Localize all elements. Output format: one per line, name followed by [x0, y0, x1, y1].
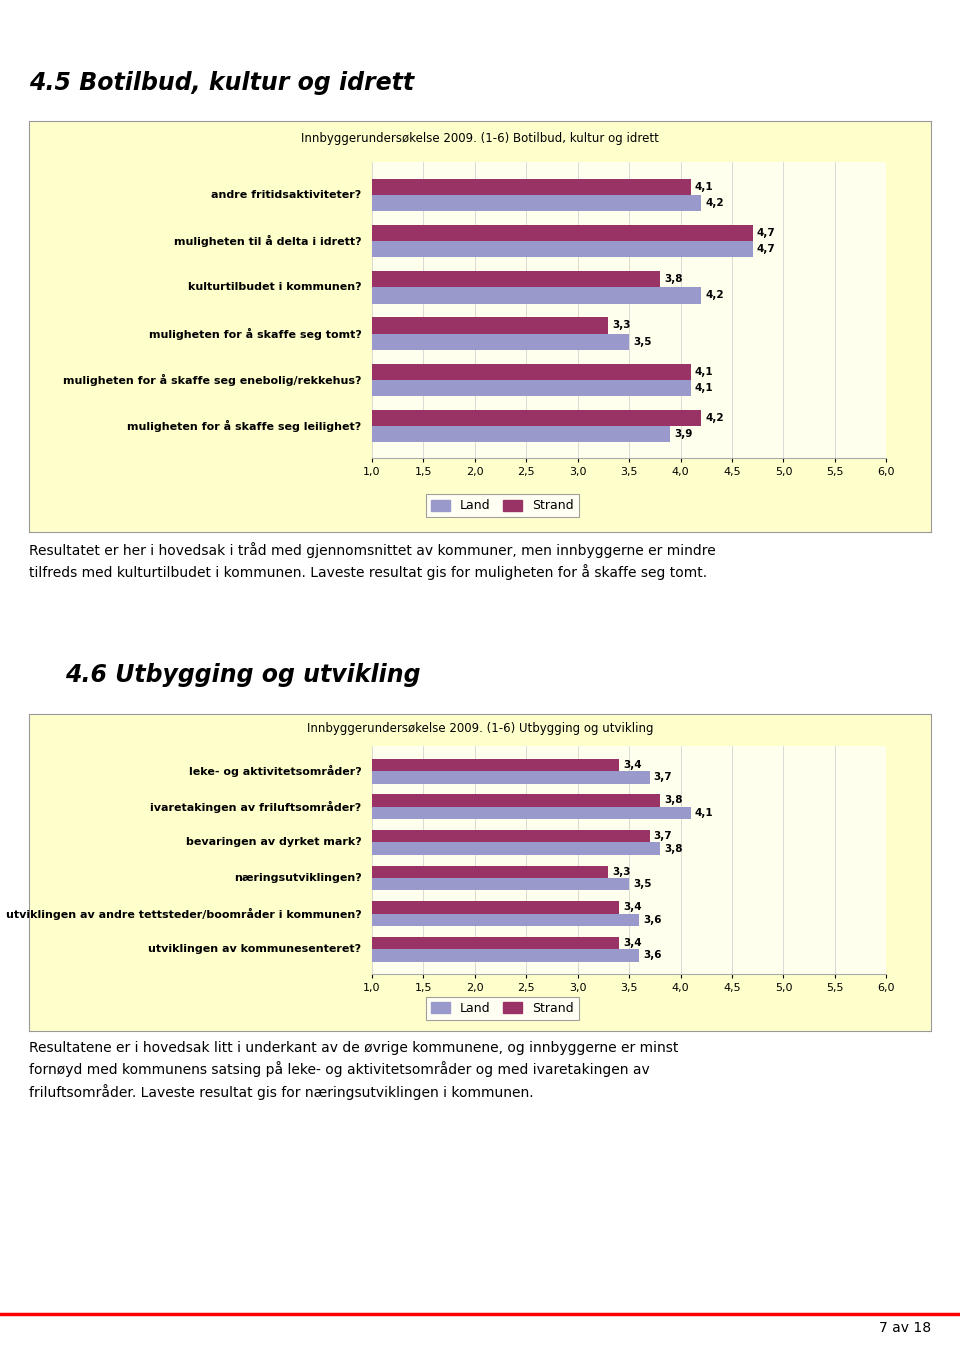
Text: 3,8: 3,8 [664, 274, 683, 284]
Bar [269, 949, 639, 961]
Text: muligheten for å skaffe seg leilighet?: muligheten for å skaffe seg leilighet? [127, 421, 361, 433]
Text: 3,4: 3,4 [623, 760, 641, 770]
Text: Resultatet er her i hovedsak i tråd med gjennomsnittet av kommuner, men innbygge: Resultatet er her i hovedsak i tråd med … [29, 542, 715, 580]
Text: Resultatene er i hovedsak litt i underkant av de øvrige kommunene, og innbyggern: Resultatene er i hovedsak litt i underka… [29, 1041, 678, 1100]
Text: 4,1: 4,1 [695, 807, 713, 818]
Bar [269, 241, 753, 257]
Bar [269, 179, 691, 195]
Bar [269, 794, 660, 806]
Text: 3,6: 3,6 [643, 950, 662, 961]
Text: 3,7: 3,7 [654, 772, 672, 782]
Text: 3,4: 3,4 [623, 902, 641, 913]
Bar [269, 287, 701, 303]
Bar [269, 410, 701, 426]
Legend: Land, Strand: Land, Strand [426, 495, 579, 518]
Bar [269, 842, 660, 855]
Bar [269, 380, 691, 396]
Bar [269, 271, 660, 287]
Text: Innbyggerundersøkelse 2009. (1-6) Botilbud, kultur og idrett: Innbyggerundersøkelse 2009. (1-6) Botilb… [301, 132, 659, 144]
Text: 7 av 18: 7 av 18 [879, 1321, 931, 1335]
Text: 3,8: 3,8 [664, 795, 683, 806]
Text: muligheten til å delta i idrett?: muligheten til å delta i idrett? [174, 235, 361, 247]
Bar [269, 225, 753, 241]
Bar [269, 937, 619, 949]
Bar [269, 830, 650, 842]
Text: 4,2: 4,2 [706, 412, 724, 423]
Text: 4.6 Utbygging og utvikling: 4.6 Utbygging og utvikling [65, 663, 420, 687]
Text: 4,1: 4,1 [695, 383, 713, 392]
Bar [269, 364, 691, 380]
Text: muligheten for å skaffe seg enebolig/rekkehus?: muligheten for å skaffe seg enebolig/rek… [63, 373, 361, 386]
Text: andre fritidsaktiviteter?: andre fritidsaktiviteter? [211, 190, 361, 200]
Text: 3,7: 3,7 [654, 832, 672, 841]
Text: 3,5: 3,5 [634, 337, 652, 346]
Text: 4,2: 4,2 [706, 198, 724, 208]
Text: 4.5 Botilbud, kultur og idrett: 4.5 Botilbud, kultur og idrett [29, 71, 414, 94]
Text: 4,1: 4,1 [695, 182, 713, 191]
Text: muligheten for å skaffe seg tomt?: muligheten for å skaffe seg tomt? [149, 328, 361, 340]
Bar [269, 914, 639, 926]
Text: 4,1: 4,1 [695, 367, 713, 376]
Bar [269, 902, 619, 914]
Legend: Land, Strand: Land, Strand [426, 998, 579, 1020]
Text: 4,2: 4,2 [706, 290, 724, 301]
Text: 4,7: 4,7 [756, 244, 776, 255]
Bar [269, 865, 609, 878]
Text: 3,5: 3,5 [634, 879, 652, 890]
Text: 4,7: 4,7 [756, 228, 776, 239]
Bar [269, 771, 650, 783]
Text: leke- og aktivitetsområder?: leke- og aktivitetsområder? [189, 766, 361, 776]
Bar [269, 426, 670, 442]
Text: 3,4: 3,4 [623, 938, 641, 948]
Bar [269, 878, 629, 891]
Bar [269, 195, 701, 212]
Text: 3,6: 3,6 [643, 915, 662, 925]
Text: utviklingen av andre tettsteder/boområder i kommunen?: utviklingen av andre tettsteder/boområde… [6, 907, 361, 919]
Bar [269, 759, 619, 771]
Text: næringsutviklingen?: næringsutviklingen? [233, 874, 361, 883]
Text: 3,9: 3,9 [674, 429, 693, 439]
Text: utviklingen av kommunesenteret?: utviklingen av kommunesenteret? [148, 944, 361, 954]
Text: 3,3: 3,3 [612, 321, 631, 330]
Text: 3,8: 3,8 [664, 844, 683, 853]
Text: Innbyggerundersøkelse 2009. (1-6) Utbygging og utvikling: Innbyggerundersøkelse 2009. (1-6) Utbygg… [307, 723, 653, 736]
Bar [269, 333, 629, 349]
Bar [269, 317, 609, 333]
Text: bevaringen av dyrket mark?: bevaringen av dyrket mark? [185, 837, 361, 848]
Bar [269, 806, 691, 820]
Text: ivaretakingen av friluftsområder?: ivaretakingen av friluftsområder? [150, 801, 361, 813]
Text: kulturtilbudet i kommunen?: kulturtilbudet i kommunen? [188, 282, 361, 293]
Text: 3,3: 3,3 [612, 867, 631, 876]
